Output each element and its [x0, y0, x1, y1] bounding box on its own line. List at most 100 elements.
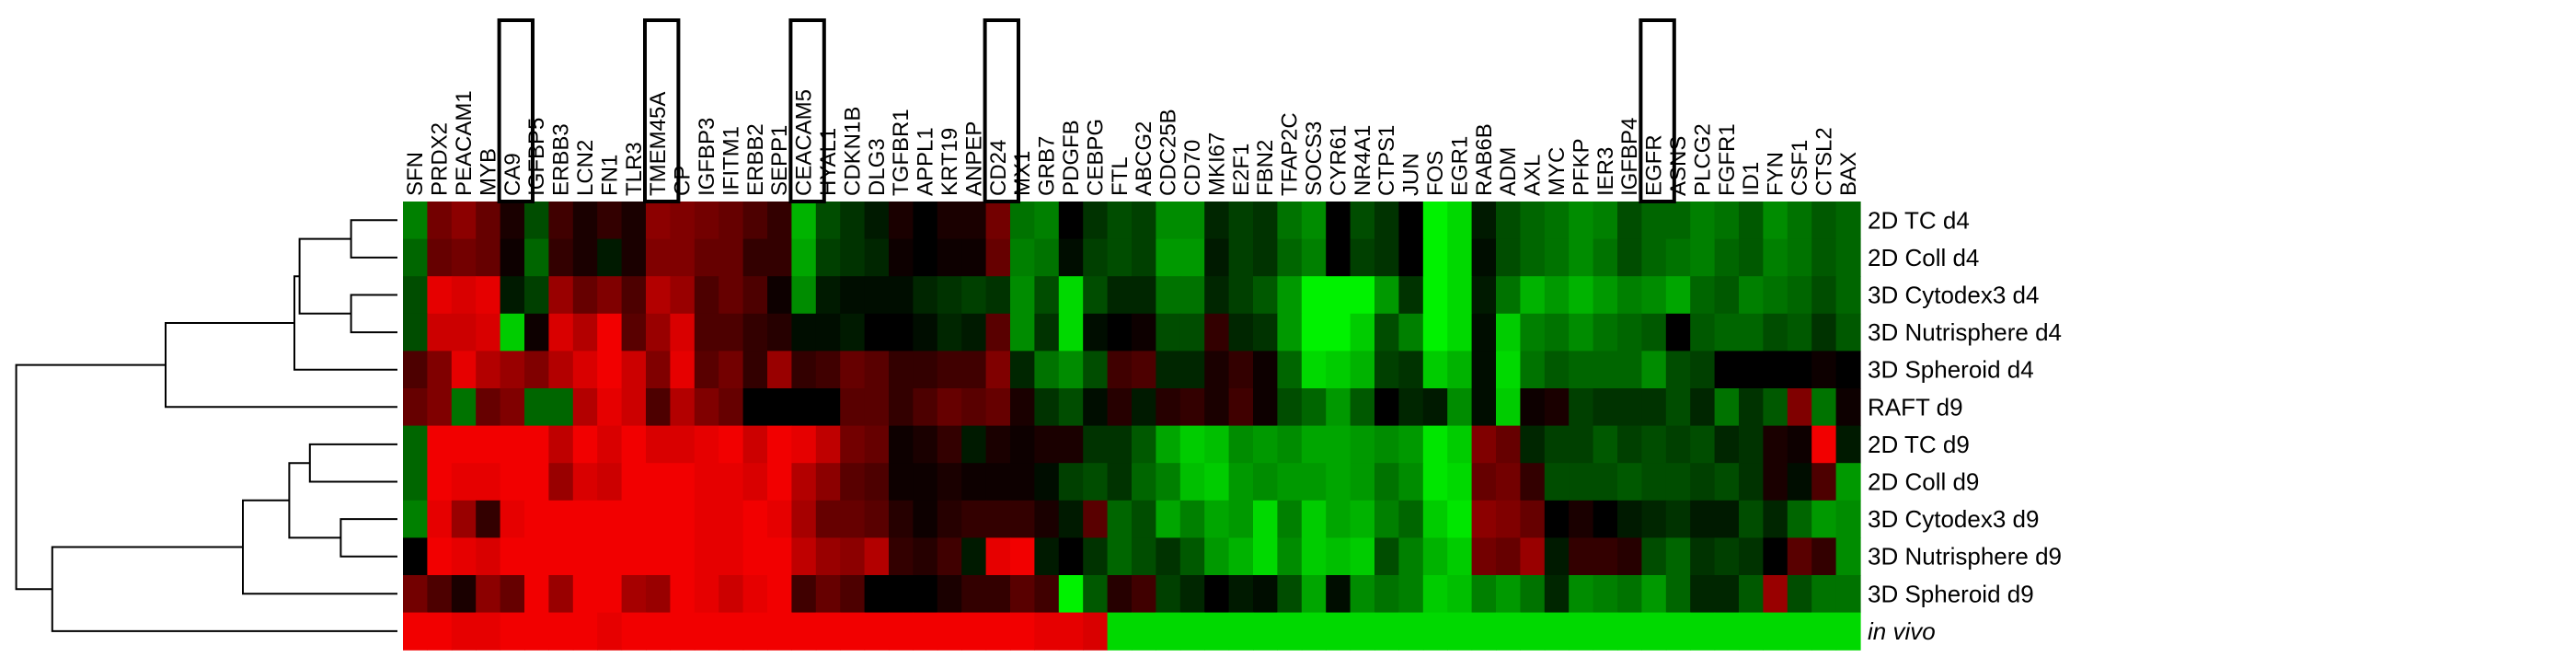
heatmap-cell [742, 575, 768, 614]
heatmap-cell [1010, 388, 1035, 427]
dendrogram-link [51, 546, 397, 632]
column-label: TGFBR1 [889, 109, 914, 196]
heatmap-cell [1398, 463, 1424, 501]
heatmap-cell [937, 202, 962, 240]
heatmap-cell [1107, 351, 1133, 389]
heatmap-cell [548, 425, 574, 464]
heatmap-cell [597, 463, 623, 501]
column-label: CD24 [986, 140, 1011, 196]
heatmap-cell [500, 425, 525, 464]
heatmap-cell [1350, 425, 1375, 464]
heatmap-cell [815, 202, 841, 240]
column-highlight-box [497, 18, 535, 203]
heatmap-cell [1739, 276, 1764, 315]
heatmap-cell [1714, 612, 1740, 651]
heatmap-cell [1471, 537, 1497, 576]
heatmap-cell [791, 612, 817, 651]
heatmap-cell [1811, 500, 1837, 538]
heatmap-cell [1107, 313, 1133, 352]
heatmap-cell [719, 500, 744, 538]
heatmap-cell [548, 388, 574, 427]
heatmap-cell [524, 388, 549, 427]
heatmap-cell [1058, 575, 1084, 614]
heatmap-cell [1739, 388, 1764, 427]
heatmap-cell [1156, 612, 1181, 651]
heatmap-cell [1569, 238, 1594, 277]
heatmap-cell [621, 425, 647, 464]
heatmap-cell [1034, 537, 1060, 576]
heatmap-cell [767, 351, 792, 389]
column-label: ADM [1496, 147, 1521, 196]
column-label: TFAP2C [1278, 112, 1303, 196]
heatmap-cell [1253, 276, 1278, 315]
heatmap-cell [1714, 202, 1740, 240]
heatmap-cell [1665, 238, 1691, 277]
heatmap-cell [719, 351, 744, 389]
column-label: IGFBP5 [524, 118, 549, 196]
heatmap-cell [1447, 388, 1473, 427]
column-label: PFKP [1569, 138, 1593, 196]
column-label: PEACAM1 [452, 90, 477, 196]
heatmap-cell [1617, 612, 1642, 651]
heatmap-cell [1398, 351, 1424, 389]
heatmap-cell [791, 500, 817, 538]
heatmap-cell [1811, 612, 1837, 651]
heatmap-cells [403, 202, 1861, 651]
heatmap-cell [961, 313, 987, 352]
heatmap-cell [1398, 202, 1424, 240]
heatmap-cell [1156, 313, 1181, 352]
heatmap-cell [1398, 425, 1424, 464]
heatmap-cell [500, 463, 525, 501]
heatmap-cell [1665, 388, 1691, 427]
heatmap-cell [1690, 276, 1716, 315]
heatmap-cell [742, 537, 768, 576]
heatmap-cell [913, 351, 938, 389]
heatmap-cell [1156, 500, 1181, 538]
heatmap-cell [403, 351, 428, 389]
heatmap-cell [1010, 500, 1035, 538]
heatmap-cell [548, 351, 574, 389]
heatmap-cell [1301, 537, 1327, 576]
heatmap-cell [1835, 238, 1861, 277]
heatmap-cell [961, 238, 987, 277]
heatmap-cell [1034, 238, 1060, 277]
heatmap-cell [1374, 537, 1399, 576]
heatmap-cell [1811, 202, 1837, 240]
heatmap-cell [1253, 351, 1278, 389]
heatmap-cell [889, 202, 914, 240]
heatmap-cell [1447, 276, 1473, 315]
heatmap-cell [937, 238, 962, 277]
heatmap-cell [403, 575, 428, 614]
heatmap-cell [1520, 500, 1546, 538]
heatmap-cell [937, 612, 962, 651]
heatmap-cell [1690, 575, 1716, 614]
column-label: AXL [1521, 155, 1546, 196]
heatmap-cell [451, 351, 477, 389]
heatmap-cell [1058, 500, 1084, 538]
heatmap-cell [427, 612, 453, 651]
column-label: FYN [1764, 152, 1788, 196]
column-label: MX1 [1010, 151, 1035, 196]
heatmap-cell [621, 575, 647, 614]
heatmap-cell [791, 425, 817, 464]
heatmap-cell [1739, 537, 1764, 576]
heatmap-cell [1253, 500, 1278, 538]
heatmap-cell [1617, 313, 1642, 352]
heatmap-cell [1520, 313, 1546, 352]
heatmap-cell [1301, 463, 1327, 501]
heatmap-cell [1010, 238, 1035, 277]
heatmap-cell [524, 537, 549, 576]
heatmap-cell [500, 612, 525, 651]
heatmap-cell [548, 537, 574, 576]
heatmap-cell [694, 612, 719, 651]
heatmap-cell [1374, 425, 1399, 464]
heatmap-cell [1496, 537, 1521, 576]
heatmap-cell [719, 537, 744, 576]
heatmap-cell [937, 463, 962, 501]
heatmap-cell [1569, 313, 1594, 352]
heatmap-cell [1811, 276, 1837, 315]
row-label: 3D Spheroid d4 [1868, 356, 2034, 384]
heatmap-cell [1447, 313, 1473, 352]
heatmap-cell [1617, 238, 1642, 277]
heatmap-cell [1277, 202, 1303, 240]
